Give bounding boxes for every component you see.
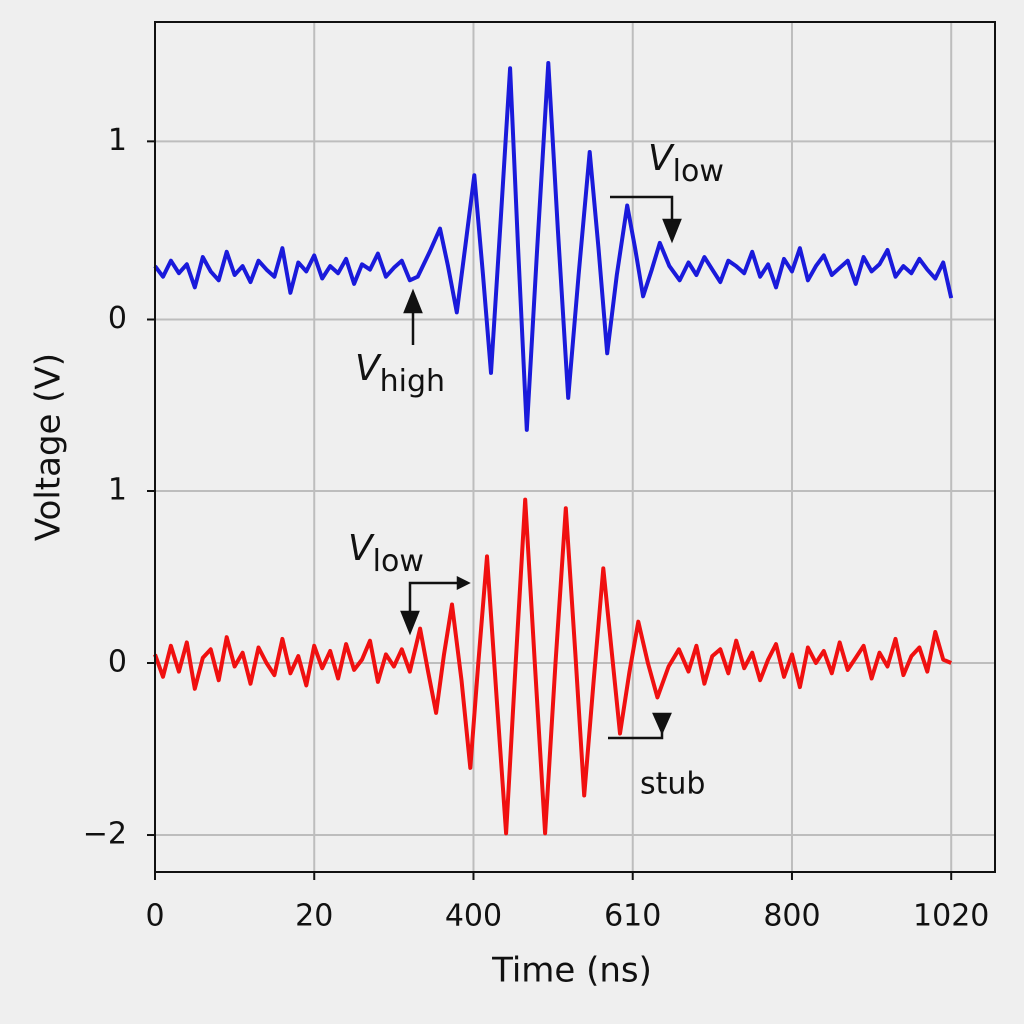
annotation-main: V [348, 528, 375, 569]
annotation-main: V [355, 348, 382, 389]
y-tick-label: 0 [108, 301, 127, 336]
y-tick-label: 0 [108, 645, 127, 680]
x-tick-label: 400 [445, 899, 502, 934]
x-tick-label: 800 [763, 899, 820, 934]
x-axis-label: Time (ns) [491, 951, 652, 991]
arrows [400, 195, 682, 740]
x-tick-label: 1020 [913, 899, 989, 934]
arrowhead [403, 288, 423, 314]
y-axis-label: Voltage (V) [29, 353, 69, 541]
x-tick-label: 610 [604, 899, 661, 934]
annotation-sub: low [373, 544, 424, 579]
x-tick-label: 0 [145, 899, 164, 934]
annotation-main: V [648, 138, 675, 179]
arrowhead [456, 575, 471, 591]
arrow [610, 195, 674, 222]
annotation: stub [640, 767, 705, 802]
y-tick-label: −2 [83, 817, 127, 852]
lines [153, 61, 954, 836]
y-tick-label: 1 [108, 473, 127, 508]
arrowhead [400, 610, 420, 636]
series-line [153, 61, 954, 432]
annotation-sub: low [673, 154, 724, 189]
arrow [408, 581, 465, 612]
annotation: Vlow [648, 138, 724, 189]
annotation: Vlow [348, 528, 424, 579]
annotation: Vhigh [355, 348, 445, 399]
series-line [153, 497, 952, 836]
y-tick-label: 1 [108, 123, 127, 158]
arrowhead [662, 218, 682, 244]
x-tick-label: 20 [295, 899, 333, 934]
plot-frame [154, 21, 996, 873]
labels: Time (ns) Voltage (V) Vlow Vhigh Vlow st… [29, 123, 990, 991]
annotation-sub: high [380, 364, 445, 399]
arrowhead [652, 712, 672, 736]
